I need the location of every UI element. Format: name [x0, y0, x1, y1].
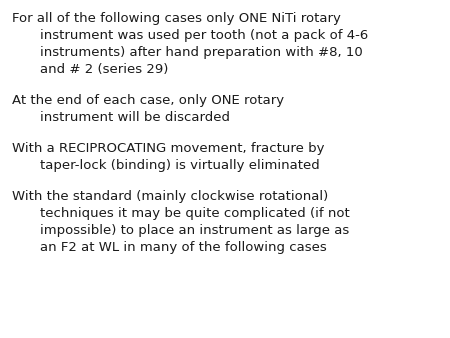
Text: taper-lock (binding) is virtually eliminated: taper-lock (binding) is virtually elimin…	[40, 159, 320, 172]
Text: With the standard (mainly clockwise rotational): With the standard (mainly clockwise rota…	[12, 190, 328, 203]
Text: With a RECIPROCATING movement, fracture by: With a RECIPROCATING movement, fracture …	[12, 142, 324, 155]
Text: instrument will be discarded: instrument will be discarded	[40, 111, 230, 124]
Text: instruments) after hand preparation with #8, 10: instruments) after hand preparation with…	[40, 46, 363, 59]
Text: instrument was used per tooth (not a pack of 4-6: instrument was used per tooth (not a pac…	[40, 29, 368, 42]
Text: impossible) to place an instrument as large as: impossible) to place an instrument as la…	[40, 224, 349, 237]
Text: For all of the following cases only ONE NiTi rotary: For all of the following cases only ONE …	[12, 12, 341, 25]
Text: an F2 at WL in many of the following cases: an F2 at WL in many of the following cas…	[40, 241, 327, 254]
Text: techniques it may be quite complicated (if not: techniques it may be quite complicated (…	[40, 207, 350, 220]
Text: and # 2 (series 29): and # 2 (series 29)	[40, 63, 168, 76]
Text: At the end of each case, only ONE rotary: At the end of each case, only ONE rotary	[12, 94, 284, 107]
